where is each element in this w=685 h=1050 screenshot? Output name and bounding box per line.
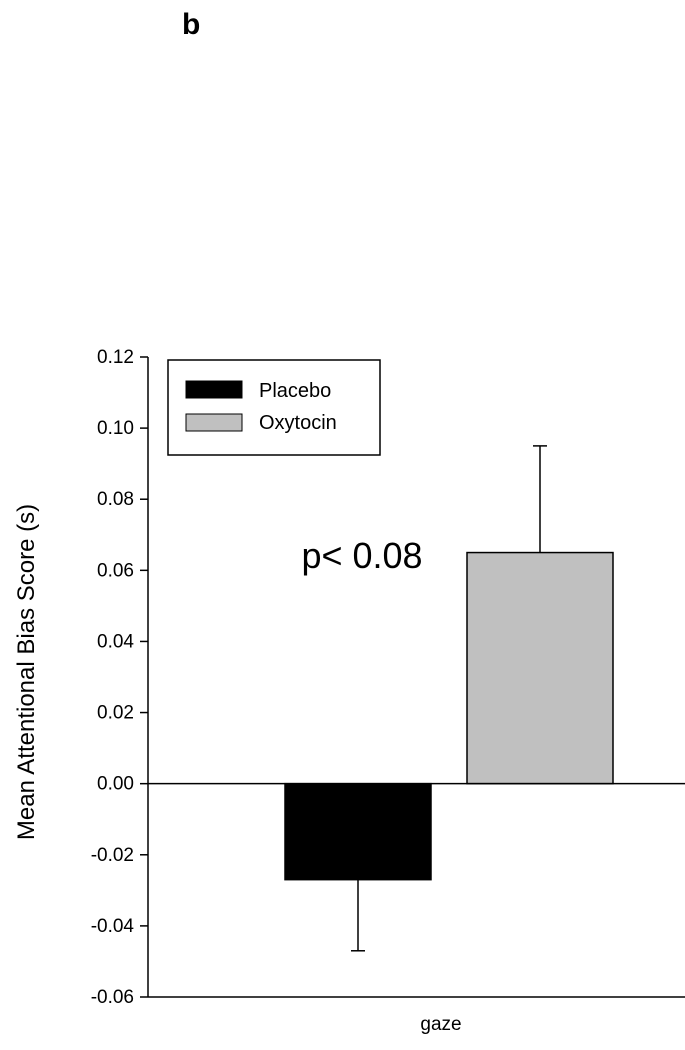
y-tick-label: 0.06 (97, 560, 134, 581)
y-tick-label: -0.02 (91, 845, 134, 866)
legend-label-oxytocin: Oxytocin (259, 412, 337, 434)
x-category-label: gaze (420, 1014, 461, 1035)
axes (147, 357, 685, 998)
y-axis-title: Mean Attentional Bias Score (s) (13, 504, 40, 840)
significance-annotation: p< 0.08 (301, 535, 422, 576)
y-tick-label: 0.10 (97, 418, 134, 439)
y-tick-label: 0.04 (97, 631, 134, 652)
y-tick-label: 0.12 (97, 347, 134, 368)
legend: Placebo Oxytocin (167, 359, 381, 456)
panel-letter: b (182, 8, 200, 41)
y-tick-label: 0.02 (97, 703, 134, 724)
bars (284, 445, 614, 952)
legend-frame (167, 359, 381, 456)
y-axis-ticks: -0.06 -0.04 -0.02 0.00 0.02 0.04 0.06 0.08 0.10 0… (91, 347, 148, 1008)
legend-swatch-oxytocin (185, 413, 243, 432)
legend-label-placebo: Placebo (259, 380, 331, 402)
legend-swatch-placebo (185, 380, 243, 399)
y-tick-label: -0.06 (91, 987, 134, 1008)
bar-oxytocin (466, 551, 614, 785)
bar-placebo (284, 782, 432, 881)
y-tick-label: 0.00 (97, 774, 134, 795)
y-tick-label: 0.08 (97, 489, 134, 510)
y-tick-label: -0.04 (91, 916, 135, 937)
